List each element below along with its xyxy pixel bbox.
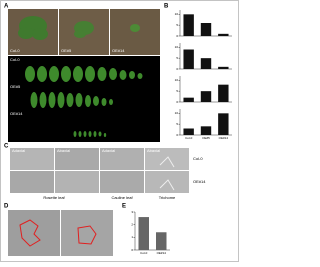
column-label: Abaxial — [147, 148, 160, 153]
panel-letter: B — [164, 4, 169, 10]
bar — [218, 84, 229, 102]
y-tick-label: 0 — [176, 100, 178, 104]
row-label: Col-0 — [193, 156, 203, 161]
plant-label: OE#14 — [112, 48, 125, 53]
plant-photos — [8, 9, 160, 55]
bar — [218, 113, 229, 135]
y-tick-label: 10 — [175, 12, 179, 16]
bar — [183, 97, 194, 102]
y-tick-label: 0 — [176, 34, 178, 38]
row-label: OE#14 — [193, 179, 206, 184]
group-label: Trichome — [159, 195, 176, 200]
column-label: Adaxial — [12, 148, 25, 153]
cell-images — [8, 210, 113, 256]
group-label: Rosette leaf — [43, 195, 65, 200]
group-label: Cauline leaf — [111, 195, 133, 200]
x-tick-label: OE#14 — [219, 136, 229, 140]
x-tick-label: OE#5 — [202, 136, 210, 140]
column-label: Abaxial — [57, 148, 70, 153]
y-tick-label: 5 — [176, 89, 178, 93]
row-label: Col-0 — [10, 57, 20, 62]
y-tick-label: 3 — [131, 210, 133, 214]
bar — [200, 91, 212, 102]
row-label: OE#14 — [10, 111, 23, 116]
y-tick-label: 2 — [131, 222, 133, 226]
row-label: OE#5 — [10, 84, 21, 89]
bar — [183, 49, 194, 69]
plant-label: Col-0 — [10, 48, 20, 53]
y-tick-label: 1 — [131, 235, 133, 239]
y-tick-label: 0 — [176, 133, 178, 137]
leaf-rows — [25, 66, 143, 137]
x-tick-label: Col-0 — [185, 136, 193, 140]
bar — [183, 128, 194, 135]
bar — [183, 14, 194, 37]
y-tick-label: 10 — [175, 45, 179, 49]
x-tick-label: Col-0 — [140, 251, 148, 255]
bar — [218, 66, 229, 69]
y-tick-label: 10 — [175, 78, 179, 82]
y-tick-label: 0 — [176, 67, 178, 71]
y-tick-label: 5 — [176, 23, 178, 27]
bar — [138, 217, 149, 250]
panel-letter: C — [4, 144, 9, 150]
bar — [200, 23, 212, 36]
bar — [200, 126, 212, 135]
y-tick-label: 5 — [176, 122, 178, 126]
figure: A Col-0 OE#5 OE#14 Col-0 OE#5 OE#14 B C … — [0, 0, 239, 262]
panel-letter: A — [4, 4, 9, 10]
bar — [200, 58, 212, 69]
y-tick-label: 10 — [175, 111, 179, 115]
plant-label: OE#5 — [61, 48, 72, 53]
column-label: Adaxial — [102, 148, 115, 153]
y-tick-label: 0 — [131, 248, 133, 252]
x-tick-label: OE#14 — [157, 251, 167, 255]
bar — [156, 232, 167, 250]
panel-letter: D — [4, 204, 9, 210]
panel-letter: E — [122, 204, 126, 210]
bar — [218, 33, 229, 36]
sem-images — [10, 148, 189, 193]
y-tick-label: 5 — [176, 56, 178, 60]
